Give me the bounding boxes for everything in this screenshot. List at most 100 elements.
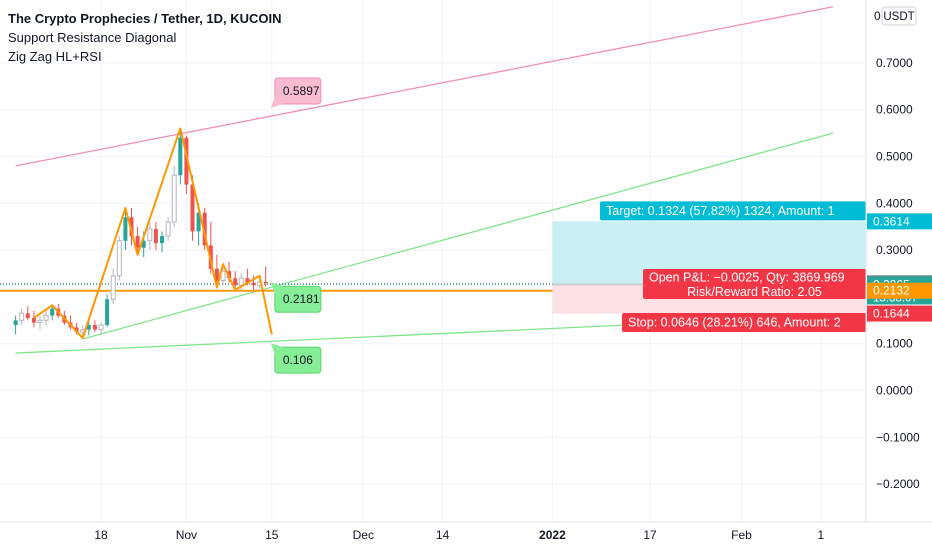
time-tick-label: 17 xyxy=(643,528,657,542)
stop-box[interactable]: Stop: 0.0646 (28.21%) 646, Amount: 2 xyxy=(622,313,866,332)
candle-body xyxy=(227,271,232,279)
candle-body xyxy=(141,240,146,248)
pnl-box[interactable]: Open P&L: −0.0025, Qty: 3869.969 xyxy=(643,269,866,286)
candle-body xyxy=(25,313,30,318)
price-tick-label: 0.0000 xyxy=(876,384,913,398)
candle-body xyxy=(165,221,171,237)
time-tick-label: Feb xyxy=(731,528,752,542)
target-box-bg xyxy=(600,201,866,221)
time-tick-label: 15 xyxy=(265,528,279,542)
price-marker-text: 0.2132 xyxy=(873,284,910,298)
price-axis[interactable]: 0.7000 0.6000 0.5000 0.4000 0.3000 0.1000 0.00… xyxy=(865,0,932,550)
pivot-label: 0.2181 xyxy=(270,282,322,313)
pivot-label-bg xyxy=(274,285,322,313)
candle-body xyxy=(37,319,43,324)
stop-box-bg xyxy=(622,313,866,332)
candle-body xyxy=(13,320,18,325)
candle-body xyxy=(147,228,153,242)
zigzag-line xyxy=(33,127,273,340)
pivot-label-pointer xyxy=(270,343,283,361)
candle-body xyxy=(74,327,79,332)
candle-body xyxy=(110,275,116,300)
zigzag-indicator xyxy=(33,127,273,340)
candle-body xyxy=(214,268,219,281)
rr-box-bg xyxy=(643,285,866,299)
price-marker-text: 0.3614 xyxy=(873,214,910,228)
candle-body xyxy=(220,270,226,282)
target-box-text: Target: 0.1324 (57.82%) 1324, Amount: 1 xyxy=(606,204,835,218)
target-box[interactable]: Target: 0.1324 (57.82%) 1324, Amount: 1 xyxy=(600,201,866,221)
candle-body xyxy=(31,317,36,323)
candle-body xyxy=(245,278,250,283)
candle-body xyxy=(129,217,134,237)
position-tool[interactable]: Target: 0.1324 (57.82%) 1324, Amount: 1 O… xyxy=(552,201,866,332)
indicator-label-support-resistance[interactable]: Support Resistance Diagonal xyxy=(8,30,177,45)
candle-body xyxy=(135,236,140,248)
time-tick-label: 2022 xyxy=(539,528,566,542)
chart-legend: The Crypto Prophecies / Tether, 1D, KUCO… xyxy=(8,9,282,66)
candle-body xyxy=(50,308,55,316)
pivot-label-bg xyxy=(274,346,322,374)
stop-box-text: Stop: 0.0646 (28.21%) 646, Amount: 2 xyxy=(628,316,841,330)
candle-body xyxy=(251,282,256,286)
currency-button[interactable]: USDT xyxy=(881,6,917,26)
candle-body xyxy=(196,212,201,232)
price-marker-text: 0.1644 xyxy=(873,307,910,321)
candle-body xyxy=(184,137,189,185)
candles xyxy=(13,128,268,339)
pivot-labels: 0.5897 0.2181 0.106 xyxy=(270,77,322,374)
candle-body xyxy=(178,137,183,176)
candle-body xyxy=(233,278,238,286)
candle-body xyxy=(171,174,177,223)
price-marker-stop: 0.1644 xyxy=(867,305,932,322)
pivot-label-pointer xyxy=(270,90,283,108)
price-marker-bg xyxy=(867,305,932,322)
symbol-title[interactable]: The Crypto Prophecies / Tether, 1D, KUCO… xyxy=(8,11,282,26)
indicator-label-zigzag[interactable]: Zig Zag HL+RSI xyxy=(8,49,102,64)
candle-body xyxy=(160,236,164,244)
pivot-label-bg xyxy=(274,77,322,105)
price-tick-label: 0.6000 xyxy=(876,103,913,117)
currency-button-text: USDT xyxy=(883,11,914,23)
price-marker-orange: 0.2132 xyxy=(867,282,932,299)
candle-body xyxy=(263,281,268,284)
price-tick-label: 0.5000 xyxy=(876,150,913,164)
candle-body xyxy=(190,184,195,232)
pnl-box-text: Open P&L: −0.0025, Qty: 3869.969 xyxy=(649,271,845,285)
pivot-label-text: 0.2181 xyxy=(283,292,320,306)
candle-body xyxy=(116,240,122,277)
candle-body xyxy=(98,324,104,331)
time-tick-label: Nov xyxy=(176,528,197,542)
candle-body xyxy=(43,315,49,321)
candle-body xyxy=(153,229,158,244)
candle-body xyxy=(238,277,244,286)
pivot-label-text: 0.106 xyxy=(283,353,313,367)
price-tick-label: 0.4000 xyxy=(876,196,913,210)
rr-box-text: Risk/Reward Ratio: 2.05 xyxy=(687,285,822,299)
pivot-label: 0.5897 xyxy=(270,77,322,108)
support-line xyxy=(82,132,834,340)
price-marker-bg xyxy=(867,282,932,299)
candle-body xyxy=(19,312,25,321)
pivot-label: 0.106 xyxy=(270,343,322,374)
price-tick-label: 0.1000 xyxy=(876,337,913,351)
time-tick-label: Dec xyxy=(353,528,374,542)
time-tick-label: 18 xyxy=(94,528,108,542)
rr-box[interactable]: Risk/Reward Ratio: 2.05 xyxy=(643,285,866,299)
time-tick-label: 1 xyxy=(817,528,824,542)
currency-button-bg xyxy=(881,6,917,26)
resistance-line xyxy=(15,6,834,167)
time-tick-label: 14 xyxy=(436,528,450,542)
candle-body xyxy=(123,217,128,241)
price-tick-label: 0.7000 xyxy=(876,56,913,70)
price-marker-bg xyxy=(867,213,932,230)
candle-body xyxy=(86,324,91,330)
price-tick-label: 0.3000 xyxy=(876,243,913,257)
candle-body xyxy=(202,212,207,246)
price-marker-target: 0.3614 xyxy=(867,213,932,230)
time-axis[interactable]: 18 Nov 15 Dec 14 2022 17 Feb 1 xyxy=(0,521,932,550)
price-tick-label-top: 0 xyxy=(874,9,881,23)
price-tick-label: −0.2000 xyxy=(876,477,920,491)
